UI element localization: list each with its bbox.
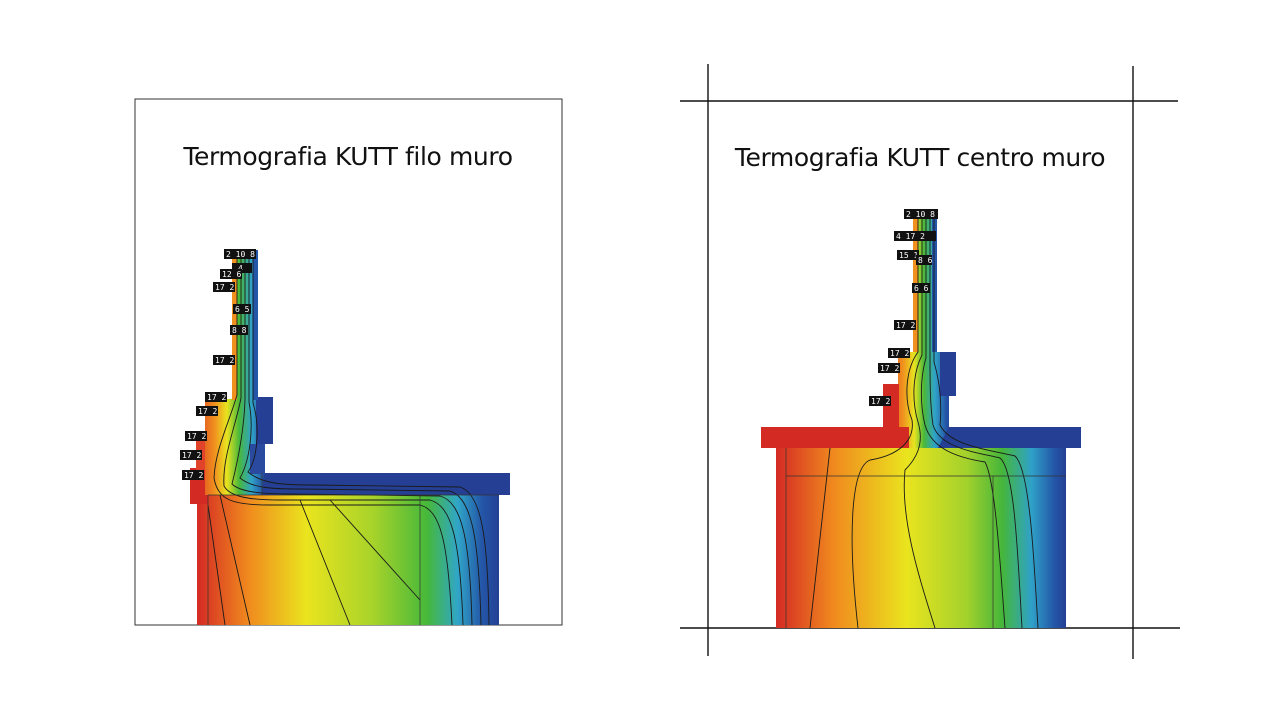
frame-cold-block (940, 352, 956, 396)
panel-title: Termografia KUTT filo muro (182, 142, 512, 171)
panel-title: Termografia KUTT centro muro (734, 143, 1105, 172)
svg-text:6 5: 6 5 (235, 305, 250, 314)
temp-label: 15 1 (897, 250, 919, 260)
svg-text:2 10 8: 2 10 8 (906, 210, 935, 219)
isotherm (239, 255, 482, 626)
isotherm (851, 214, 919, 629)
svg-text:17 2: 17 2 (184, 471, 203, 480)
temp-label: 12 6 (220, 269, 242, 279)
svg-text:17 2: 17 2 (890, 349, 909, 358)
isotherm (903, 214, 936, 629)
svg-text:17 2: 17 2 (182, 451, 201, 460)
temp-label: 8 8 (230, 325, 248, 335)
temp-label: 2 10 8 (904, 209, 938, 219)
temp-label: 17 2 (182, 470, 204, 480)
panel-filo-muro: Termografia KUTT filo muro (134, 98, 563, 626)
temp-label: 17 2 (185, 431, 207, 441)
svg-text:17 2: 17 2 (215, 283, 234, 292)
isotherm (933, 214, 1039, 629)
top-plate-cold (938, 427, 1081, 448)
temperature-labels: 2 10 8 4 17 2 15 1 6 6 8 6 17 2 17 2 17 … (869, 209, 938, 406)
layer-edge (785, 448, 1066, 628)
thermal-section (761, 210, 1081, 629)
isotherm (213, 255, 453, 626)
svg-text:6 6: 6 6 (914, 284, 929, 293)
svg-text:8 8: 8 8 (232, 326, 247, 335)
temp-label: 6 5 (233, 304, 251, 314)
isotherm (329, 499, 421, 601)
temp-label: 17 2 (888, 348, 910, 358)
isotherm (920, 214, 1006, 629)
isotherm (929, 214, 1023, 629)
svg-text:17 2: 17 2 (871, 397, 890, 406)
top-plate-hot (761, 427, 909, 448)
thermal-section (190, 250, 510, 626)
temp-label: 17 2 (213, 355, 235, 365)
isotherm (219, 494, 251, 626)
isotherm (223, 255, 464, 626)
svg-text:15 1: 15 1 (899, 251, 918, 260)
svg-text:12 6: 12 6 (222, 270, 241, 279)
frame-cold-block (256, 397, 273, 444)
svg-text:8 6: 8 6 (918, 256, 933, 265)
temp-label: 17 2 (869, 396, 891, 406)
temp-label: 4 (232, 263, 252, 273)
isotherm (247, 255, 490, 626)
isotherm (207, 504, 226, 626)
temp-label: 6 6 (912, 283, 930, 293)
temp-label: 17 2 (213, 282, 235, 292)
layer-edge (207, 473, 499, 625)
svg-text:2 10 8: 2 10 8 (226, 250, 255, 259)
svg-text:17 2: 17 2 (896, 321, 915, 330)
isotherm (231, 255, 473, 626)
slab (197, 495, 499, 625)
glass-stem-cold (253, 250, 258, 400)
isotherm (299, 499, 351, 626)
temp-label: 2 10 8 (224, 249, 256, 259)
svg-text:17 2: 17 2 (207, 393, 226, 402)
slab (776, 448, 1066, 628)
temp-label: 17 2 (196, 406, 218, 416)
svg-text:17 2: 17 2 (880, 364, 899, 373)
temp-label: 8 6 (916, 255, 933, 265)
frame-cold-block (250, 444, 265, 474)
svg-text:4 17 2: 4 17 2 (896, 232, 925, 241)
svg-text:17 2: 17 2 (215, 356, 234, 365)
svg-text:4: 4 (238, 264, 243, 273)
temp-label: 17 2 (180, 450, 202, 460)
svg-text:17 2: 17 2 (187, 432, 206, 441)
temp-label: 17 2 (894, 320, 916, 330)
temp-label: 4 17 2 (894, 231, 936, 241)
panel-centro-muro: Termografia KUTT centro muro (680, 64, 1180, 659)
temp-label: 17 2 (878, 363, 900, 373)
floor-cold-strip (262, 473, 510, 495)
glass-stem-cold (932, 210, 937, 352)
temperature-labels: 2 10 8 4 12 6 17 2 6 5 8 8 17 2 17 2 17 … (180, 249, 256, 480)
temp-label: 17 2 (205, 392, 227, 402)
svg-text:17 2: 17 2 (198, 407, 217, 416)
isotherm (809, 447, 831, 629)
glass-stem-hot (913, 210, 918, 352)
